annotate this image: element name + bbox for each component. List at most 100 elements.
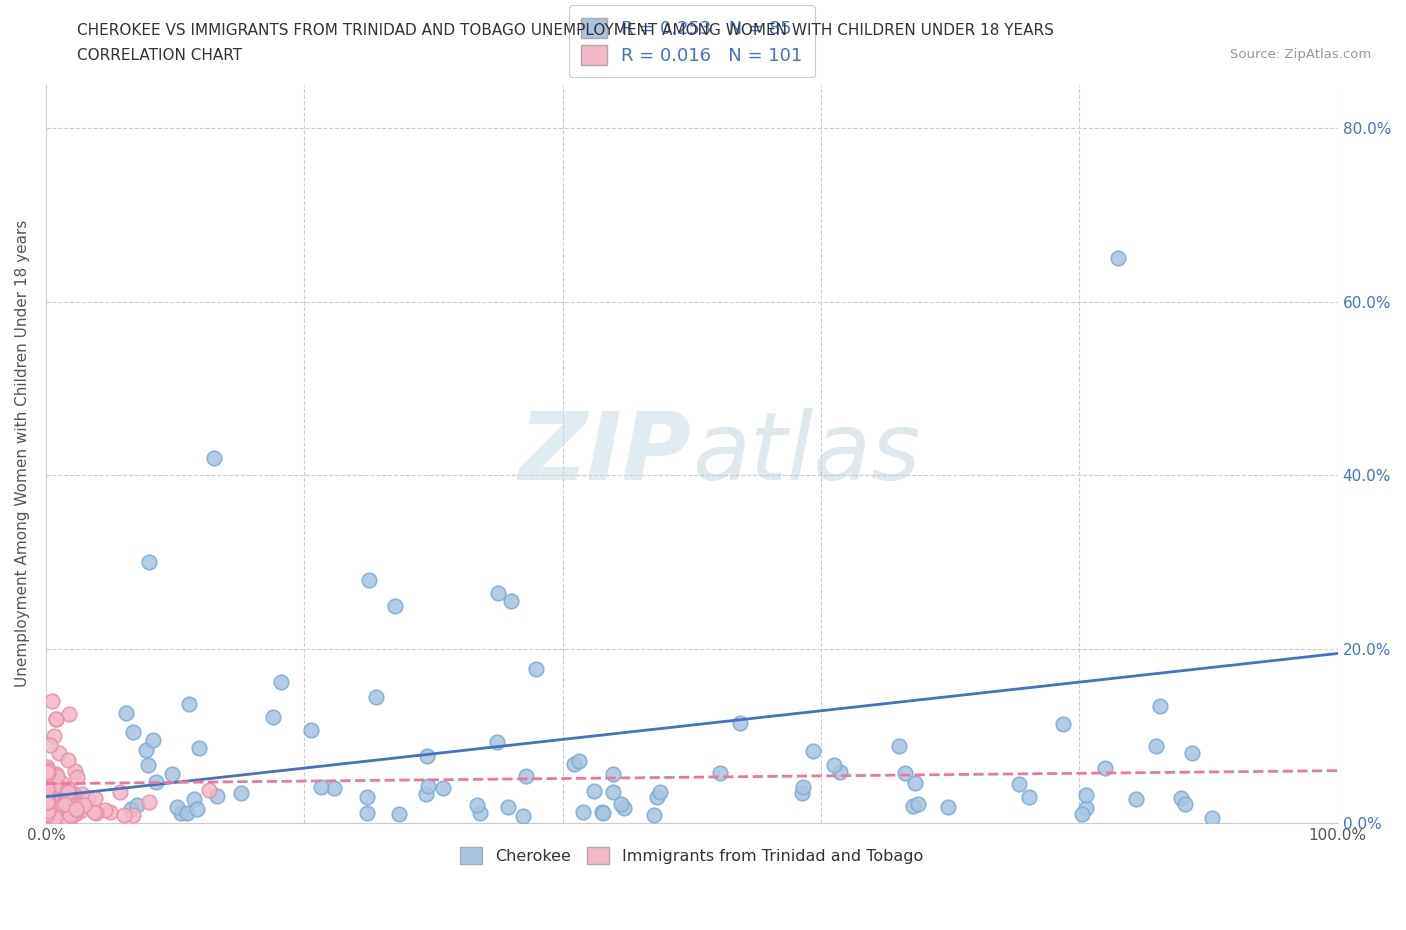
- Point: [610, 796, 633, 811]
- Point: [65, 805, 87, 820]
- Point: [72, 797, 94, 812]
- Point: [270, 675, 292, 690]
- Point: [176, 805, 198, 820]
- Text: CORRELATION CHART: CORRELATION CHART: [77, 48, 242, 63]
- Point: [37, 803, 59, 817]
- Point: [602, 785, 624, 800]
- Point: [45, 766, 67, 781]
- Point: [48, 804, 70, 819]
- Point: [162, 766, 184, 781]
- Point: [183, 791, 205, 806]
- Point: [229, 786, 252, 801]
- Text: atlas: atlas: [692, 408, 920, 499]
- Point: [613, 801, 636, 816]
- Point: [37, 810, 59, 825]
- Point: [1052, 717, 1074, 732]
- Point: [356, 790, 378, 804]
- Point: [830, 764, 852, 779]
- Point: [524, 661, 547, 676]
- Point: [169, 805, 191, 820]
- Point: [63, 794, 86, 809]
- Point: [51, 798, 73, 813]
- Point: [38, 801, 60, 816]
- Point: [39, 790, 62, 804]
- Point: [58, 784, 80, 799]
- Point: [188, 741, 211, 756]
- Point: [35, 788, 58, 803]
- Point: [38, 805, 60, 820]
- Point: [186, 802, 208, 817]
- Point: [37, 777, 59, 791]
- Point: [41, 790, 63, 805]
- Legend: Cherokee, Immigrants from Trinidad and Tobago: Cherokee, Immigrants from Trinidad and T…: [454, 841, 929, 870]
- Point: [37, 790, 59, 805]
- Point: [38, 786, 60, 801]
- Point: [83, 804, 105, 819]
- Point: [46, 778, 69, 793]
- Point: [166, 799, 188, 814]
- Point: [322, 781, 344, 796]
- Point: [35, 811, 58, 826]
- Point: [44, 794, 66, 809]
- Point: [70, 787, 93, 802]
- Text: Source: ZipAtlas.com: Source: ZipAtlas.com: [1230, 48, 1371, 61]
- Point: [432, 780, 454, 795]
- Point: [46, 768, 69, 783]
- Point: [37, 794, 59, 809]
- Point: [311, 779, 333, 794]
- Point: [56, 752, 79, 767]
- Point: [59, 810, 82, 825]
- Point: [486, 585, 509, 600]
- Point: [37, 760, 59, 775]
- Point: [263, 710, 285, 724]
- Point: [37, 807, 59, 822]
- Point: [37, 798, 59, 813]
- Point: [496, 800, 519, 815]
- Point: [901, 799, 924, 814]
- Point: [37, 763, 59, 777]
- Point: [35, 807, 58, 822]
- Point: [416, 749, 439, 764]
- Point: [415, 787, 437, 802]
- Point: [1018, 790, 1040, 804]
- Point: [35, 797, 58, 812]
- Point: [35, 800, 58, 815]
- Point: [515, 768, 537, 783]
- Point: [1174, 796, 1197, 811]
- Point: [108, 784, 131, 799]
- Point: [177, 697, 200, 711]
- Point: [121, 724, 143, 739]
- Point: [84, 805, 107, 820]
- Point: [66, 770, 89, 785]
- Point: [1149, 698, 1171, 713]
- Point: [1076, 788, 1098, 803]
- Point: [35, 780, 58, 795]
- Point: [35, 795, 58, 810]
- Point: [44, 810, 66, 825]
- Point: [384, 598, 406, 613]
- Point: [35, 805, 58, 820]
- Point: [37, 810, 59, 825]
- Point: [1008, 777, 1031, 791]
- Point: [357, 572, 380, 587]
- Point: [583, 784, 606, 799]
- Point: [38, 805, 60, 820]
- Point: [564, 756, 586, 771]
- Point: [512, 809, 534, 824]
- Point: [650, 785, 672, 800]
- Point: [63, 764, 86, 778]
- Point: [35, 805, 58, 820]
- Point: [1144, 739, 1167, 754]
- Point: [135, 742, 157, 757]
- Point: [35, 785, 58, 800]
- Point: [56, 788, 79, 803]
- Point: [136, 757, 159, 772]
- Point: [823, 757, 845, 772]
- Point: [145, 775, 167, 790]
- Point: [84, 790, 107, 805]
- Point: [643, 807, 665, 822]
- Point: [69, 804, 91, 818]
- Point: [45, 711, 67, 726]
- Point: [591, 804, 613, 819]
- Point: [1071, 806, 1094, 821]
